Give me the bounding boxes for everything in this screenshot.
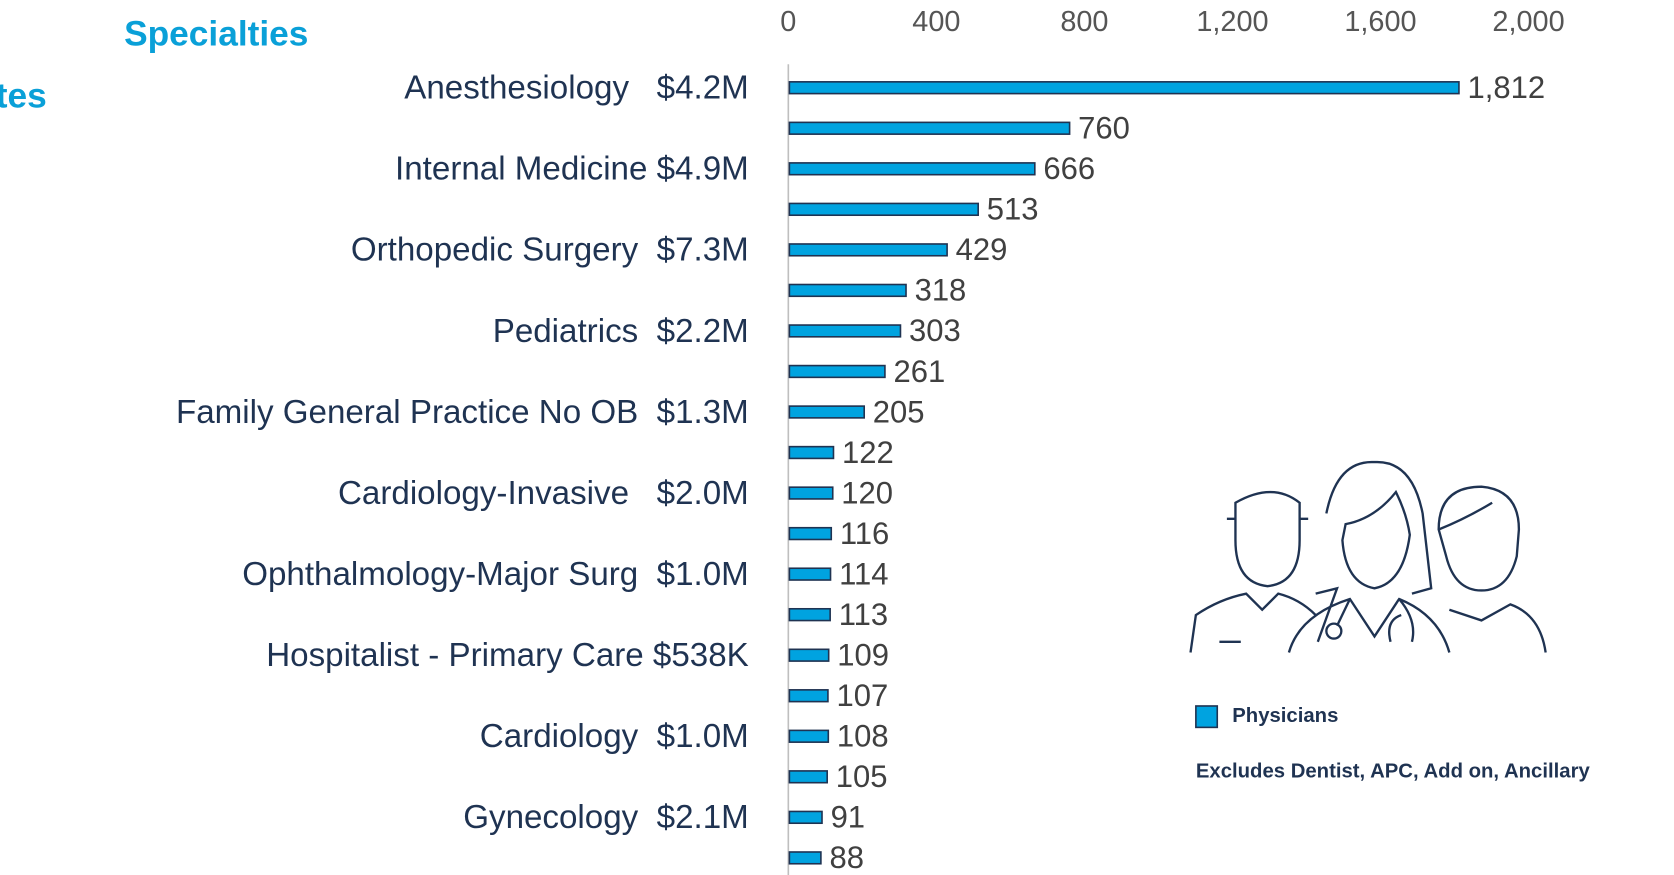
bar — [788, 526, 833, 541]
value-label: 1,812 — [1468, 70, 1546, 105]
value-label: 107 — [836, 678, 888, 713]
bar — [788, 283, 907, 298]
bar — [788, 486, 834, 500]
category-label: Anesthesiology $4.2M — [404, 70, 749, 107]
category-label: Hospitalist - Primary Care $538K — [266, 637, 749, 674]
bar — [788, 810, 823, 825]
bar — [788, 324, 902, 338]
category-label: Internal Medicine $4.9M — [395, 151, 749, 188]
value-label: 760 — [1078, 111, 1130, 146]
bar — [788, 851, 822, 865]
category-label: Gynecology $2.1M — [463, 799, 749, 836]
bar — [788, 243, 948, 257]
value-label: 114 — [839, 556, 888, 591]
bar — [788, 689, 829, 703]
legend-label[interactable]: Physicians — [1232, 705, 1338, 727]
value-label: 113 — [839, 597, 888, 632]
x-tick-label: 2,000 — [1492, 6, 1564, 38]
value-label: 120 — [841, 475, 893, 510]
bar — [788, 567, 832, 581]
category-label: Cardiology-Invasive $2.0M — [338, 475, 749, 512]
value-label: 261 — [893, 354, 945, 389]
bar — [788, 162, 1036, 176]
value-label: 205 — [873, 394, 925, 429]
value-label: 318 — [915, 273, 967, 308]
x-tick-label: 1,200 — [1196, 6, 1268, 38]
bar — [788, 202, 979, 217]
x-tick-label: 1,600 — [1344, 6, 1416, 38]
value-label: 105 — [836, 759, 888, 794]
value-label: 429 — [956, 232, 1008, 267]
value-label: 88 — [829, 840, 863, 875]
category-label: Family General Practice No OB $1.3M — [176, 394, 749, 431]
bar — [788, 770, 828, 784]
bar — [788, 648, 830, 662]
value-label: 109 — [837, 638, 889, 673]
bar — [788, 607, 831, 622]
category-label: Orthopedic Surgery $7.3M — [351, 232, 749, 269]
x-tick-label: 0 — [780, 6, 796, 38]
title-line: tes — [0, 77, 47, 116]
value-label: 122 — [842, 435, 894, 470]
bar — [788, 121, 1071, 135]
x-tick-label: 400 — [912, 6, 960, 38]
bar — [788, 729, 830, 743]
category-label: Ophthalmology-Major Surg $1.0M — [242, 556, 749, 593]
value-label: 513 — [987, 192, 1039, 227]
value-label: 666 — [1043, 151, 1095, 186]
legend-swatch — [1195, 705, 1219, 729]
value-label: 116 — [840, 516, 889, 551]
value-label: 91 — [831, 800, 865, 835]
bar — [788, 364, 886, 379]
value-label: 108 — [837, 719, 889, 754]
bar — [788, 445, 835, 460]
bar — [788, 405, 866, 419]
value-label: 303 — [909, 313, 961, 348]
category-label: Cardiology $1.0M — [480, 718, 749, 755]
title-line: Specialties — [124, 15, 308, 54]
x-tick-label: 800 — [1060, 6, 1108, 38]
category-label: Pediatrics $2.2M — [493, 313, 749, 350]
note: Excludes Dentist, APC, Add on, Ancillary — [1196, 761, 1591, 783]
bar — [788, 81, 1460, 95]
doctors-icon — [1189, 460, 1547, 653]
